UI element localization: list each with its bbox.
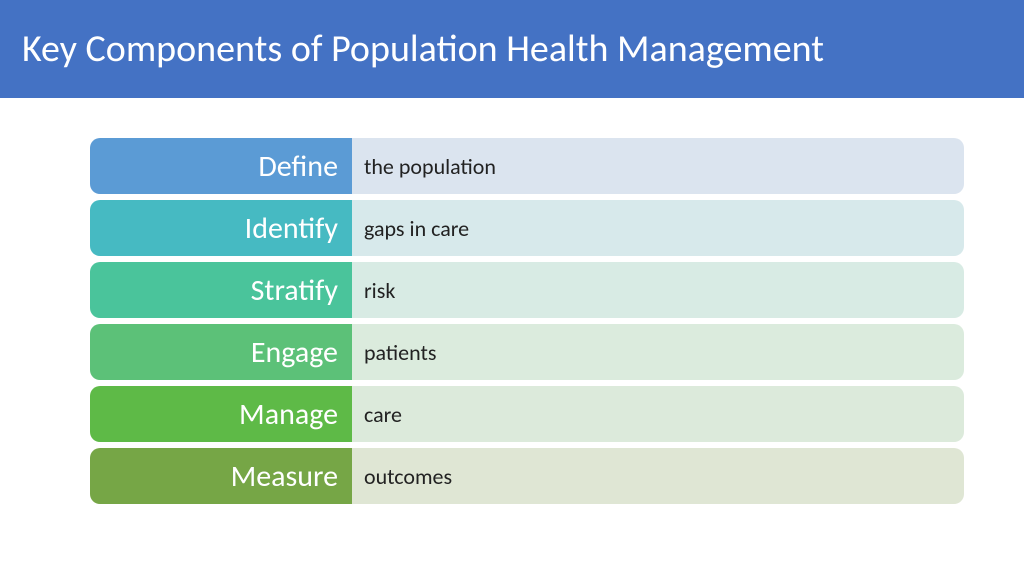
- component-desc-engage: patients: [352, 324, 964, 380]
- components-list: Define the population Identify gaps in c…: [0, 98, 1024, 504]
- component-label-define: Define: [90, 138, 352, 194]
- component-label-measure: Measure: [90, 448, 352, 504]
- component-row: Manage care: [90, 386, 964, 442]
- component-row: Stratify risk: [90, 262, 964, 318]
- component-row: Measure outcomes: [90, 448, 964, 504]
- component-desc-identify: gaps in care: [352, 200, 964, 256]
- component-row: Engage patients: [90, 324, 964, 380]
- component-label-stratify: Stratify: [90, 262, 352, 318]
- slide-header: Key Components of Population Health Mana…: [0, 0, 1024, 98]
- component-desc-stratify: risk: [352, 262, 964, 318]
- component-label-manage: Manage: [90, 386, 352, 442]
- slide-title: Key Components of Population Health Mana…: [22, 26, 824, 72]
- component-desc-manage: care: [352, 386, 964, 442]
- component-label-identify: Identify: [90, 200, 352, 256]
- component-desc-measure: outcomes: [352, 448, 964, 504]
- component-label-engage: Engage: [90, 324, 352, 380]
- component-desc-define: the population: [352, 138, 964, 194]
- component-row: Define the population: [90, 138, 964, 194]
- component-row: Identify gaps in care: [90, 200, 964, 256]
